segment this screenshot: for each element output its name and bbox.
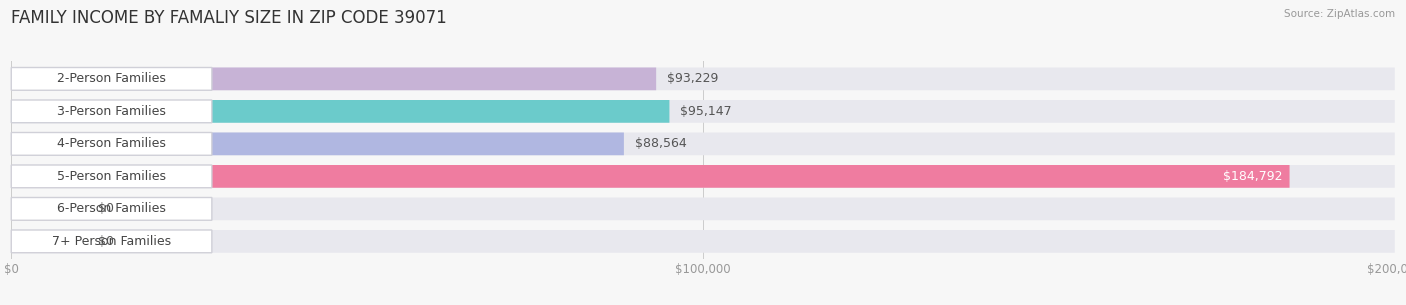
FancyBboxPatch shape	[11, 198, 1395, 220]
Text: FAMILY INCOME BY FAMALIY SIZE IN ZIP CODE 39071: FAMILY INCOME BY FAMALIY SIZE IN ZIP COD…	[11, 9, 447, 27]
Text: $88,564: $88,564	[636, 137, 686, 150]
FancyBboxPatch shape	[11, 165, 1289, 188]
FancyBboxPatch shape	[11, 132, 624, 155]
FancyBboxPatch shape	[11, 100, 669, 123]
Text: $0: $0	[98, 235, 114, 248]
FancyBboxPatch shape	[11, 230, 1395, 253]
FancyBboxPatch shape	[11, 198, 87, 220]
FancyBboxPatch shape	[11, 198, 212, 220]
FancyBboxPatch shape	[11, 230, 212, 253]
FancyBboxPatch shape	[11, 100, 212, 123]
Text: 4-Person Families: 4-Person Families	[58, 137, 166, 150]
Text: $184,792: $184,792	[1223, 170, 1282, 183]
Text: 7+ Person Families: 7+ Person Families	[52, 235, 172, 248]
FancyBboxPatch shape	[11, 100, 1395, 123]
FancyBboxPatch shape	[11, 230, 87, 253]
Text: 2-Person Families: 2-Person Families	[58, 72, 166, 85]
Text: 5-Person Families: 5-Person Families	[58, 170, 166, 183]
FancyBboxPatch shape	[11, 67, 212, 90]
Text: $0: $0	[98, 203, 114, 215]
FancyBboxPatch shape	[11, 165, 1395, 188]
Text: 6-Person Families: 6-Person Families	[58, 203, 166, 215]
FancyBboxPatch shape	[11, 132, 1395, 155]
FancyBboxPatch shape	[11, 165, 212, 188]
Text: $95,147: $95,147	[681, 105, 733, 118]
Text: $93,229: $93,229	[668, 72, 718, 85]
Text: 3-Person Families: 3-Person Families	[58, 105, 166, 118]
FancyBboxPatch shape	[11, 67, 1395, 90]
FancyBboxPatch shape	[11, 67, 657, 90]
FancyBboxPatch shape	[11, 132, 212, 155]
Text: Source: ZipAtlas.com: Source: ZipAtlas.com	[1284, 9, 1395, 19]
